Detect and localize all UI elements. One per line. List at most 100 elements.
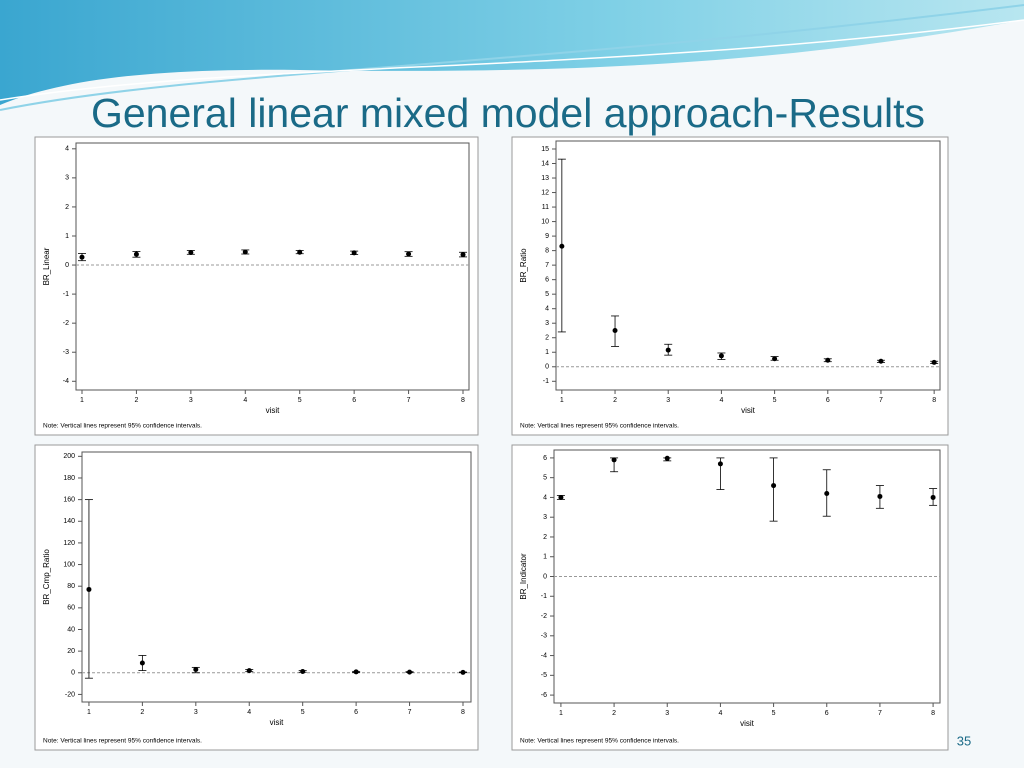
point [242,249,248,255]
x-tick-label: 4 [247,709,251,716]
y-tick-label: -6 [541,692,547,699]
y-tick-label: -1 [541,593,547,600]
x-tick-label: 3 [189,397,193,404]
x-tick-label: 8 [932,397,936,404]
point [193,667,199,673]
y-tick-label: 0 [71,670,75,677]
y-tick-label: 80 [67,583,75,590]
x-tick-label: 1 [559,710,563,717]
point [612,327,618,333]
header-wave [0,0,1024,105]
x-tick-label: 8 [461,397,465,404]
y-tick-label: -4 [63,378,69,385]
y-tick-label: 5 [545,291,549,298]
point [878,358,884,364]
y-tick-label: -1 [543,378,549,385]
x-axis-label: visit [740,719,755,728]
y-tick-label: 1 [543,554,547,561]
y-tick-label: 160 [63,496,75,503]
y-tick-label: 2 [65,204,69,211]
x-tick-label: 1 [560,397,564,404]
panel [34,136,479,436]
x-tick-label: 2 [134,397,138,404]
point [246,668,252,674]
note: Note: Vertical lines represent 95% confi… [520,423,679,430]
point [877,493,883,499]
y-tick-label: 3 [543,514,547,521]
y-tick-label: 2 [543,534,547,541]
x-tick-label: 3 [666,397,670,404]
point [79,254,85,260]
y-tick-label: -3 [63,349,69,356]
point [718,353,724,359]
x-axis-label: visit [741,406,756,415]
point [558,494,564,500]
x-tick-label: 5 [772,710,776,717]
y-tick-label: 4 [543,494,547,501]
slide-title: General linear mixed model approach-Resu… [91,90,925,136]
point [931,359,937,365]
y-axis-label: BR_Indicator [519,553,528,600]
plot-frame [81,451,472,703]
y-axis-label: BR_Cmp_Ratio [42,549,51,605]
y-tick-label: 14 [541,160,549,167]
y-tick-label: 0 [543,573,547,580]
y-tick-label: 200 [63,453,75,460]
y-tick-label: 11 [542,204,549,211]
y-tick-label: 4 [545,306,549,313]
y-tick-label: 7 [545,262,549,269]
x-tick-label: 6 [354,709,358,716]
wave-line [0,4,1024,111]
y-tick-label: 4 [65,146,69,153]
y-tick-label: 0 [65,262,69,269]
y-axis-label: BR_Linear [42,247,51,285]
panel [34,444,479,751]
y-tick-label: -4 [541,652,547,659]
y-tick-label: 6 [543,455,547,462]
plot-frame [75,142,470,391]
x-tick-label: 3 [194,709,198,716]
y-tick-label: 6 [545,276,549,283]
y-tick-label: -3 [541,633,547,640]
x-tick-label: 4 [719,397,723,404]
x-tick-label: 7 [878,710,882,717]
y-tick-label: -20 [65,691,75,698]
y-tick-label: 100 [63,561,75,568]
page-number: 35 [957,733,971,748]
y-tick-label: 120 [63,540,75,547]
x-tick-label: 8 [931,710,935,717]
point [139,660,145,666]
y-tick-label: 3 [65,175,69,182]
point [824,490,830,496]
x-axis-label: visit [270,718,285,727]
x-tick-label: 8 [461,709,465,716]
x-tick-label: 5 [301,709,305,716]
note: Note: Vertical lines represent 95% confi… [520,738,679,745]
y-tick-label: 12 [541,189,549,196]
point [460,252,466,258]
y-tick-label: -5 [541,672,547,679]
point [825,357,831,363]
y-tick-label: 9 [545,233,549,240]
x-tick-label: 7 [407,397,411,404]
point [559,243,565,249]
y-tick-label: 60 [67,605,75,612]
y-tick-label: 20 [67,648,75,655]
wave-line [0,19,1024,101]
point [133,251,139,257]
x-tick-label: 2 [613,397,617,404]
point [406,251,412,257]
y-tick-label: 13 [541,175,549,182]
x-tick-label: 1 [80,397,84,404]
note: Note: Vertical lines represent 95% confi… [43,738,202,745]
point [86,586,92,592]
x-tick-label: 7 [879,397,883,404]
y-axis-label: BR_Ratio [519,248,528,283]
x-tick-label: 6 [826,397,830,404]
y-tick-label: 10 [541,218,549,225]
y-tick-label: 8 [545,247,549,254]
point [665,347,671,353]
point [353,669,359,675]
